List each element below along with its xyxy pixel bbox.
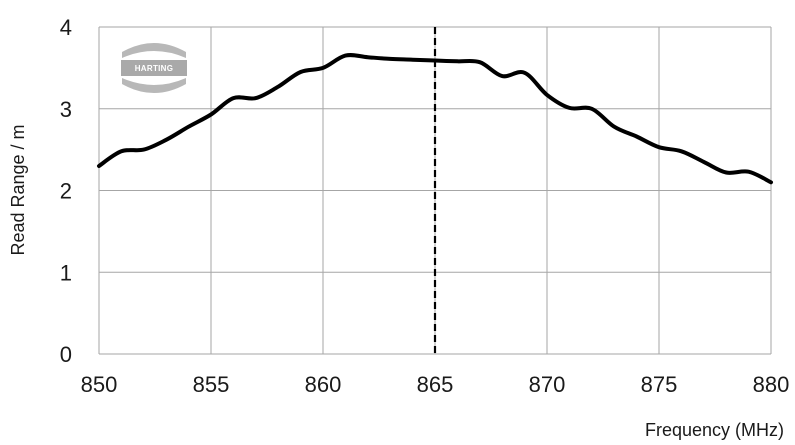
data-point-856 bbox=[231, 96, 235, 100]
data-point-852 bbox=[142, 148, 146, 152]
data-point-871 bbox=[567, 106, 571, 110]
data-point-878 bbox=[724, 171, 728, 175]
data-point-869 bbox=[523, 71, 527, 75]
logo-band bbox=[121, 60, 187, 76]
data-point-851 bbox=[119, 149, 123, 153]
y-axis-title: Read Range / m bbox=[8, 124, 28, 255]
data-point-874 bbox=[635, 135, 639, 139]
data-point-850 bbox=[97, 164, 101, 168]
data-point-867 bbox=[478, 60, 482, 64]
logo-top-arc bbox=[122, 43, 186, 58]
data-point-880 bbox=[769, 180, 773, 184]
data-point-868 bbox=[500, 74, 504, 78]
y-tick-label-2: 2 bbox=[60, 179, 72, 204]
y-tick-label-1: 1 bbox=[60, 260, 72, 285]
y-tick-label-4: 4 bbox=[60, 15, 72, 40]
x-tick-label-870: 870 bbox=[529, 372, 566, 397]
x-tick-label-850: 850 bbox=[81, 372, 118, 397]
data-point-857 bbox=[254, 96, 258, 100]
data-point-865 bbox=[433, 59, 437, 63]
logo-bottom-arc bbox=[122, 78, 186, 93]
data-point-873 bbox=[612, 125, 616, 129]
y-tick-label-3: 3 bbox=[60, 97, 72, 122]
data-point-854 bbox=[187, 125, 191, 129]
x-tick-label-865: 865 bbox=[417, 372, 454, 397]
data-point-855 bbox=[209, 112, 213, 116]
data-point-858 bbox=[276, 85, 280, 89]
data-point-863 bbox=[388, 57, 392, 61]
series-line-0 bbox=[97, 53, 773, 185]
data-point-877 bbox=[702, 160, 706, 164]
data-point-860 bbox=[321, 66, 325, 70]
data-point-864 bbox=[411, 58, 415, 62]
x-tick-label-860: 860 bbox=[305, 372, 342, 397]
series-group bbox=[97, 53, 773, 185]
data-point-861 bbox=[343, 54, 347, 58]
data-point-866 bbox=[455, 59, 459, 63]
data-point-875 bbox=[657, 145, 661, 149]
x-tick-label-855: 855 bbox=[193, 372, 230, 397]
data-point-859 bbox=[299, 70, 303, 74]
data-point-853 bbox=[164, 138, 168, 142]
data-point-862 bbox=[366, 55, 370, 59]
x-tick-label-880: 880 bbox=[753, 372, 790, 397]
x-axis-title: Frequency (MHz) bbox=[645, 420, 784, 440]
data-point-870 bbox=[545, 93, 549, 97]
logo-wordmark: HARTING bbox=[135, 64, 174, 73]
data-point-879 bbox=[747, 170, 751, 174]
x-tick-label-875: 875 bbox=[641, 372, 678, 397]
y-tick-label-0: 0 bbox=[60, 342, 72, 367]
harting-logo: HARTING bbox=[121, 43, 187, 93]
data-point-876 bbox=[679, 149, 683, 153]
tick-labels: 850 855 860 865 870 875 880 0 1 2 3 4 bbox=[60, 15, 790, 397]
data-point-872 bbox=[590, 107, 594, 111]
